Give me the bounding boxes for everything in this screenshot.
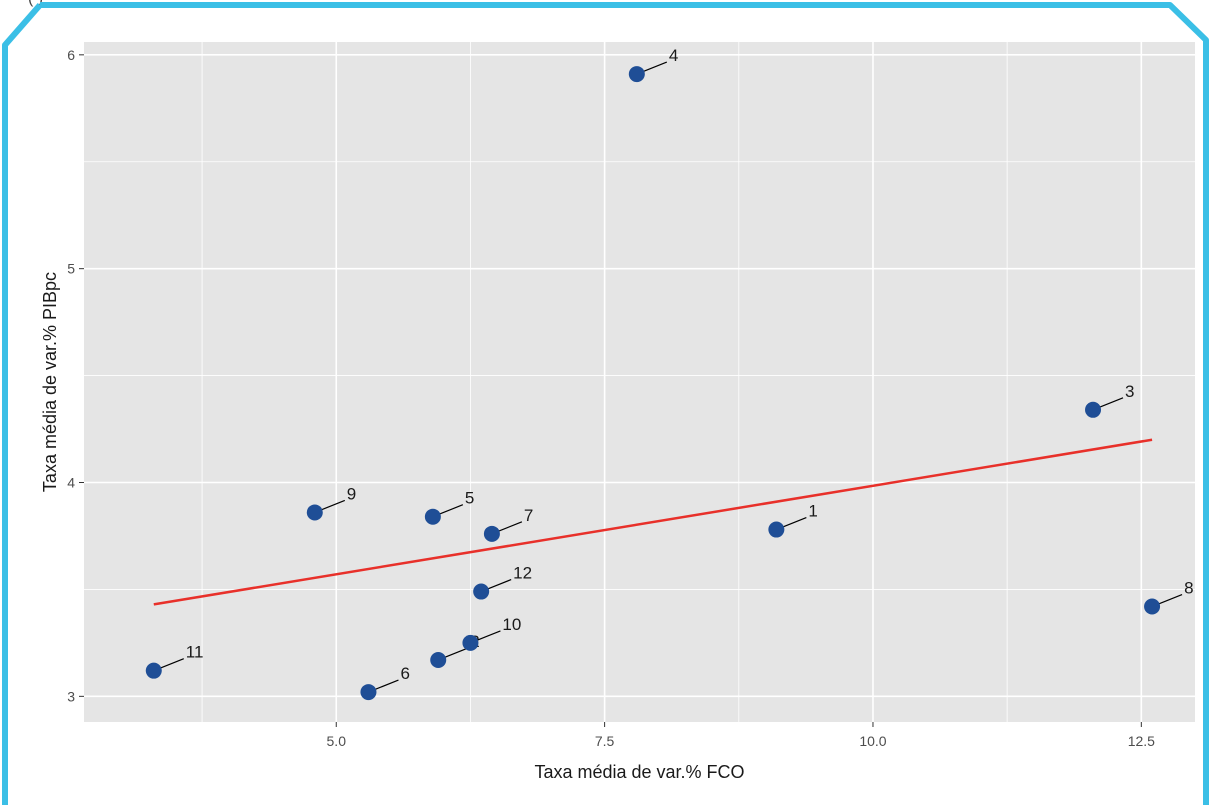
data-point-11 bbox=[145, 662, 162, 679]
trend-line-group bbox=[153, 438, 1153, 606]
point-label-9: 9 bbox=[347, 484, 356, 503]
y-tick-label: 5 bbox=[67, 261, 75, 277]
data-point-10 bbox=[462, 634, 479, 651]
x-tick-label: 7.5 bbox=[595, 733, 615, 749]
point-label-10: 10 bbox=[502, 615, 521, 634]
point-label-11: 11 bbox=[186, 643, 204, 662]
y-tick-label: 4 bbox=[67, 475, 75, 491]
x-tick-label: 10.0 bbox=[859, 733, 886, 749]
point-label-5: 5 bbox=[465, 489, 474, 508]
point-label-12: 12 bbox=[513, 564, 532, 583]
point-label-8: 8 bbox=[1184, 579, 1193, 598]
point-label-6: 6 bbox=[400, 664, 409, 683]
data-points: 123456789101112 bbox=[145, 46, 1194, 701]
data-point-8 bbox=[1144, 598, 1161, 615]
data-point-4 bbox=[628, 66, 645, 83]
x-axis: 5.0 7.5 10.0 12.5 bbox=[327, 722, 1155, 749]
plot-panel bbox=[84, 42, 1195, 722]
point-label-1: 1 bbox=[808, 502, 817, 521]
x-axis-title: Taxa média de var.% FCO bbox=[534, 762, 744, 782]
data-point-1 bbox=[768, 521, 785, 538]
point-label-7: 7 bbox=[524, 506, 533, 525]
data-point-5 bbox=[424, 508, 441, 525]
data-point-6 bbox=[360, 684, 377, 701]
grid bbox=[84, 42, 1195, 722]
x-tick-label: 12.5 bbox=[1128, 733, 1155, 749]
data-point-9 bbox=[306, 504, 323, 521]
y-tick-label: 3 bbox=[67, 688, 75, 704]
x-tick-label: 5.0 bbox=[327, 733, 347, 749]
header-partial-text: ( ) bbox=[28, 0, 43, 8]
y-axis: 3 4 5 6 bbox=[67, 47, 84, 704]
data-point-3 bbox=[1085, 401, 1102, 418]
y-tick-label: 6 bbox=[67, 47, 75, 63]
point-label-4: 4 bbox=[669, 46, 678, 65]
point-label-3: 3 bbox=[1125, 382, 1134, 401]
trend-line bbox=[153, 438, 1153, 606]
y-axis-title: Taxa média de var.% PIBpc bbox=[40, 272, 60, 492]
data-point-2 bbox=[430, 651, 447, 668]
data-point-7 bbox=[483, 525, 500, 542]
data-point-12 bbox=[473, 583, 490, 600]
